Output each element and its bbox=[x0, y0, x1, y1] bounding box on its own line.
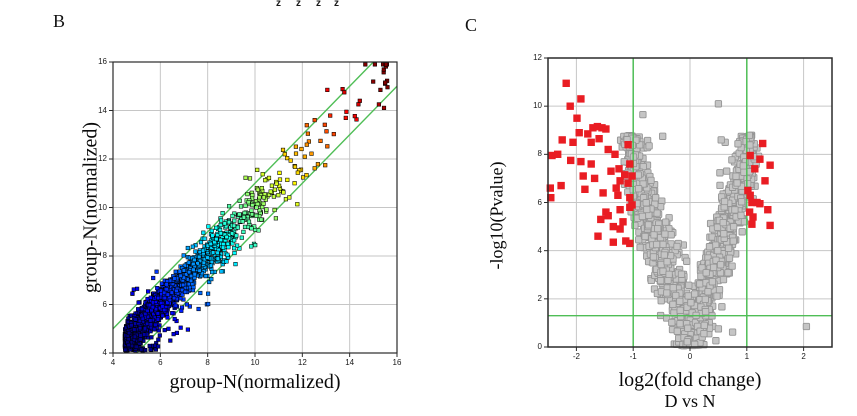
correlation-scatter-plot: 4 6 8 10 12 14 16 4 6 8 10 12 14 16 bbox=[98, 57, 401, 367]
scatter-plot-svg bbox=[109, 61, 398, 357]
x-tick-label: 14 bbox=[345, 358, 355, 367]
y-tick-label: 4 bbox=[537, 245, 542, 255]
x-tick-label: 2 bbox=[801, 352, 806, 361]
x-tick-label: 10 bbox=[250, 358, 260, 367]
y-tick-label: 14 bbox=[98, 105, 107, 115]
diagonal-reference-line bbox=[136, 85, 398, 354]
cropped-text-mark: z bbox=[296, 0, 301, 9]
cropped-text-mark: z bbox=[334, 0, 339, 9]
y-tick-label: 10 bbox=[533, 101, 542, 111]
x-axis-label-b: group-N(normalized) bbox=[169, 371, 341, 393]
panel-label-c: C bbox=[465, 15, 478, 35]
cropped-text-mark: z bbox=[276, 0, 281, 9]
y-tick-label: 0 bbox=[537, 342, 542, 351]
x-axis-label-c: log2(fold change) bbox=[618, 369, 762, 391]
volcano-plot: -2 -1 0 1 2 0 2 4 6 8 10 12 bbox=[533, 53, 833, 361]
scatter-points-group bbox=[122, 62, 390, 353]
y-tick-label: 12 bbox=[533, 53, 542, 62]
panel-label-b: B bbox=[53, 11, 66, 31]
x-tick-label: 8 bbox=[205, 358, 210, 367]
y-tick-label: 10 bbox=[98, 202, 107, 212]
x-tick-label: 12 bbox=[297, 358, 307, 367]
x-tick-label: 6 bbox=[158, 358, 163, 367]
y-tick-label: 12 bbox=[98, 154, 107, 163]
x-axis-sublabel-c: D vs N bbox=[664, 391, 716, 411]
y-tick-label: 6 bbox=[102, 299, 107, 309]
y-axis-label-c: -log10(Pvalue) bbox=[486, 161, 507, 270]
y-tick-label: 6 bbox=[537, 197, 542, 207]
y-tick-label: 8 bbox=[537, 149, 542, 159]
x-tick-label: 0 bbox=[687, 352, 693, 361]
significant-points-group bbox=[546, 79, 774, 248]
x-tick-label: 4 bbox=[110, 358, 116, 367]
x-tick-label: -2 bbox=[572, 352, 580, 361]
y-tick-label: 4 bbox=[102, 348, 107, 357]
cropped-text-mark: z bbox=[316, 0, 321, 9]
nonsignificant-points-group bbox=[616, 100, 811, 350]
y-tick-label: 16 bbox=[98, 57, 107, 66]
x-tick-label: 16 bbox=[392, 358, 402, 367]
x-tick-label: -1 bbox=[629, 352, 637, 361]
y-tick-label: 2 bbox=[537, 293, 542, 303]
y-tick-label: 8 bbox=[102, 251, 107, 260]
x-tick-label: 1 bbox=[744, 352, 750, 361]
volcano-plot-svg bbox=[544, 57, 833, 351]
diagonal-reference-line bbox=[112, 61, 374, 330]
